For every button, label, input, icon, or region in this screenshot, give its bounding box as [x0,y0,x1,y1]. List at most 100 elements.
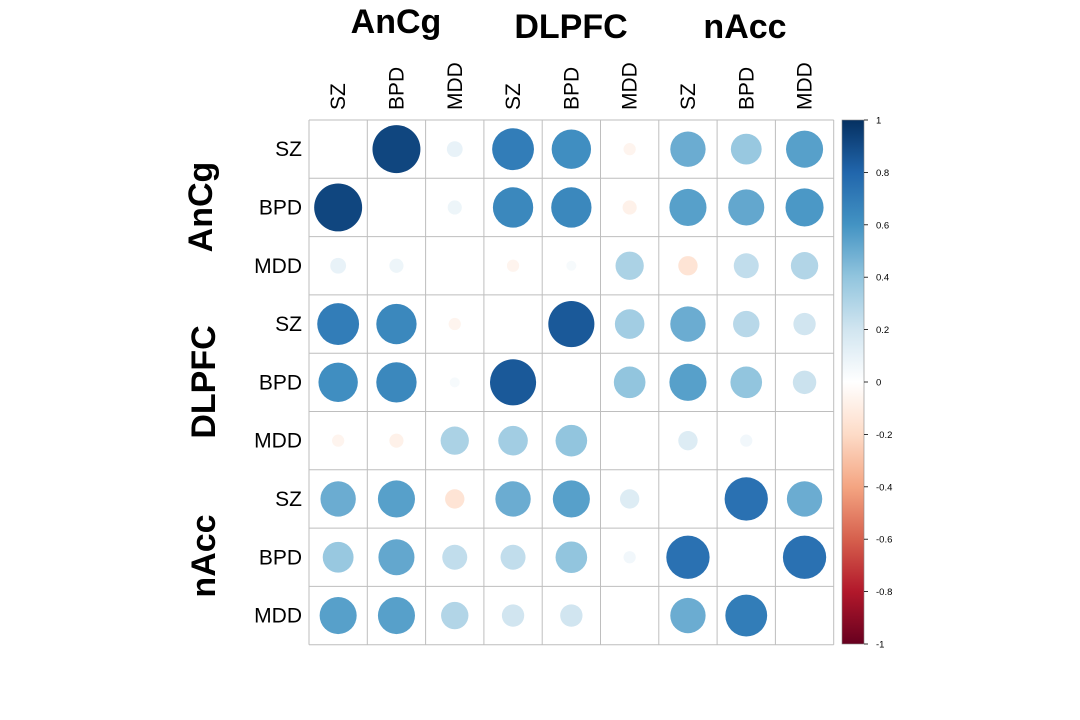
column-label-2: MDD [444,62,467,110]
corr-circle-r5-c3 [498,425,528,456]
row-label-8: MDD [254,605,302,628]
region-label-top-1: DLPFC [514,8,627,46]
corr-circle-r1-c0 [314,183,363,232]
corr-circle-r4-c3 [490,359,537,406]
corr-circle-r0-c5 [623,143,636,156]
corr-circle-r2-c6 [678,256,698,276]
corr-circle-r1-c3 [492,187,534,228]
corr-circle-r3-c5 [614,309,645,339]
column-label-6: SZ [677,83,700,110]
corr-circle-r1-c5 [622,200,637,215]
color-legend-tick-label-8: -0.6 [876,535,892,546]
corr-circle-r8-c3 [501,604,525,627]
corr-circle-r6-c8 [786,481,823,517]
row-label-4: BPD [259,371,302,394]
region-label-top-0: AnCg [351,3,442,41]
heatmap-cells [314,125,827,637]
corr-circle-r5-c0 [332,434,345,447]
corr-circle-r8-c2 [441,601,469,630]
column-label-7: BPD [735,67,758,110]
corr-circle-r4-c8 [792,370,817,395]
corr-circle-r3-c6 [670,306,706,342]
column-label-4: BPD [560,67,583,110]
corr-circle-r7-c1 [378,539,415,576]
corr-circle-r7-c3 [500,544,526,570]
row-labels: SZ BPD MDD SZ BPD MDD SZ BPD MDD [254,138,302,627]
corr-circle-r0-c1 [372,125,421,174]
column-label-1: BPD [385,67,408,110]
color-legend-tick-label-1: 0.8 [876,168,889,179]
corr-circle-r7-c5 [623,551,636,564]
row-label-5: MDD [254,430,302,453]
corr-circle-r0-c8 [786,130,824,168]
corr-circle-r0-c3 [492,128,534,171]
corr-circle-r6-c4 [552,480,590,518]
corr-circle-r3-c8 [793,312,816,336]
column-label-0: SZ [327,83,350,110]
row-label-2: MDD [254,255,302,278]
column-label-5: MDD [619,62,642,110]
corr-circle-r2-c4 [566,260,577,271]
corr-circle-r1-c7 [728,189,765,226]
corr-circle-r0-c6 [670,131,706,167]
corr-circle-r8-c1 [377,597,415,635]
corr-circle-r7-c6 [666,535,710,579]
corr-circle-r8-c0 [319,597,357,635]
corr-circle-r3-c7 [733,310,760,338]
corr-circle-r4-c7 [730,366,763,399]
corr-circle-r2-c3 [506,259,520,272]
color-legend: 1 0.8 0.6 0.4 0.2 0 -0.2 -0.4 -0.6 -0.8 -1 [841,116,892,651]
corr-circle-r8-c4 [560,604,583,627]
corr-circle-r5-c7 [740,434,753,447]
corr-circle-r0-c2 [446,141,463,158]
column-label-3: SZ [502,83,525,110]
corr-circle-r2-c5 [615,251,644,280]
corr-circle-r8-c7 [725,594,768,637]
corr-circle-r6-c0 [320,481,356,517]
corr-circle-r2-c8 [790,252,819,280]
color-legend-tick-label-10: -1 [876,640,884,651]
corr-circle-r1-c6 [669,188,707,226]
color-legend-tick-label-4: 0.2 [876,325,889,336]
corr-circle-r5-c1 [389,433,404,448]
corr-circle-r6-c1 [377,480,415,518]
row-label-7: BPD [259,546,302,569]
corr-circle-r5-c2 [440,426,469,455]
heatmap-grid [308,119,835,646]
corr-circle-r6-c7 [724,477,768,521]
corr-circle-r4-c0 [318,362,358,403]
corr-circle-r7-c8 [782,535,827,579]
corr-circle-r3-c0 [317,303,360,345]
corr-circle-r3-c1 [376,303,417,345]
corr-circle-r4-c2 [449,377,460,388]
row-label-0: SZ [275,138,302,161]
corr-circle-r7-c4 [555,541,588,574]
corr-circle-r1-c8 [785,188,824,227]
corr-circle-r4-c5 [613,366,646,399]
corr-circle-r6-c3 [495,481,531,517]
row-label-1: BPD [259,196,302,219]
row-label-3: SZ [275,313,302,336]
region-label-top-2: nAcc [703,8,786,46]
corr-circle-r2-c1 [389,258,404,273]
corr-circle-r2-c7 [733,253,759,279]
region-label-left-1: DLPFC [185,325,223,438]
corr-circle-r0-c7 [730,133,762,165]
color-legend-bar [841,119,865,645]
corr-circle-r7-c0 [322,541,354,573]
corr-circle-r2-c0 [330,257,347,274]
color-legend-tick-label-0: 1 [876,116,881,127]
color-legend-tick-label-3: 0.4 [876,273,889,284]
region-label-left-0: AnCg [182,162,220,253]
color-legend-tick-label-6: -0.2 [876,430,892,441]
color-legend-tick-label-2: 0.6 [876,220,889,231]
corr-circle-r1-c4 [551,187,592,228]
corr-circle-r7-c2 [442,544,468,570]
column-label-8: MDD [794,62,817,110]
corr-circle-r6-c2 [445,489,465,509]
corr-circle-r8-c6 [670,597,706,634]
color-legend-tick-label-5: 0 [876,378,881,389]
corr-circle-r6-c5 [619,489,640,509]
corr-circle-r3-c4 [548,301,595,348]
